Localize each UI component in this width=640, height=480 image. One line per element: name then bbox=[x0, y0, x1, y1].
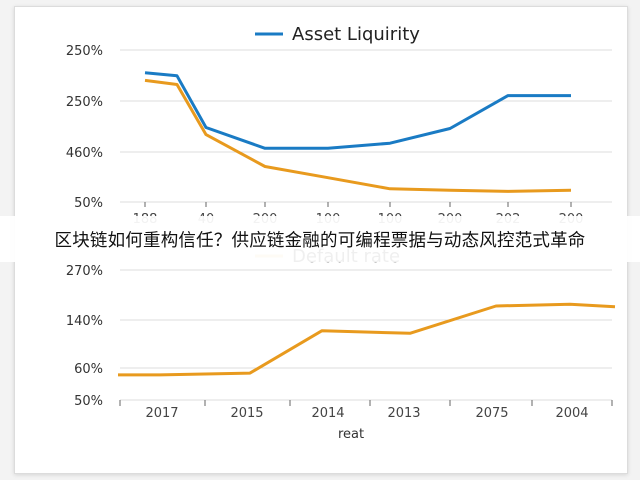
legend-label: Asset Liquirity bbox=[292, 24, 420, 45]
legend: Asset Liquirity bbox=[255, 24, 420, 45]
x-tick-label: 2014 bbox=[311, 406, 344, 421]
y-tick-label: 140% bbox=[66, 314, 103, 329]
default-rate-chart: 270%140%60%50%201720152014201320752004De… bbox=[66, 246, 616, 442]
y-tick-label: 250% bbox=[66, 44, 103, 59]
x-axis-title: reat bbox=[338, 427, 364, 442]
x-tick-label: 2013 bbox=[387, 406, 420, 421]
default-rate-line bbox=[144, 78, 572, 193]
y-tick-label: 50% bbox=[74, 196, 103, 211]
default-rate-line bbox=[118, 302, 616, 377]
y-tick-label: 250% bbox=[66, 95, 103, 110]
y-tick-label: 50% bbox=[74, 394, 103, 409]
y-tick-label: 60% bbox=[74, 362, 103, 377]
y-tick-label: 270% bbox=[66, 264, 103, 279]
headline-banner: 区块链如何重构信任？供应链金融的可编程票据与动态风控范式革命 bbox=[0, 216, 640, 262]
x-tick-label: 2015 bbox=[230, 406, 263, 421]
x-tick-label: 2017 bbox=[145, 406, 178, 421]
asset-liquidity-line bbox=[144, 71, 571, 150]
x-tick-label: 2075 bbox=[475, 406, 508, 421]
asset-liquidity-chart: 250%250%460%50%18840200100100200202200As… bbox=[66, 24, 612, 227]
x-tick-label: 2004 bbox=[555, 406, 588, 421]
y-tick-label: 460% bbox=[66, 146, 103, 161]
